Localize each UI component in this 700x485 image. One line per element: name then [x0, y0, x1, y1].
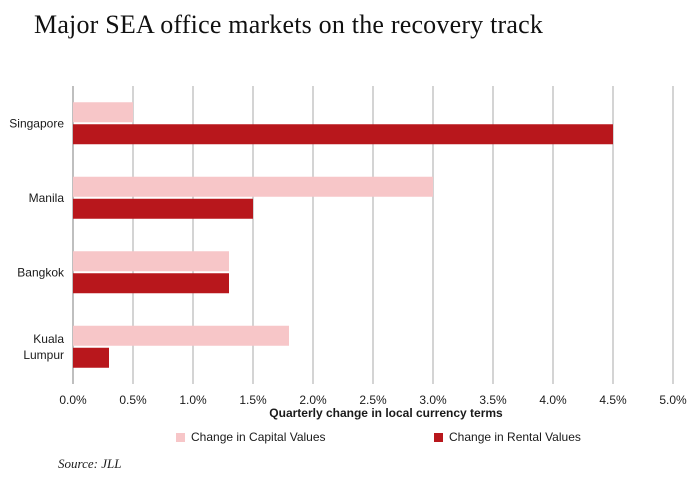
bar-capital [73, 102, 133, 123]
legend-label-capital: Change in Capital Values [191, 430, 326, 444]
x-tick-label: 1.5% [239, 393, 267, 407]
source-note: Source: JLL [58, 456, 122, 471]
x-tick-label: 4.0% [539, 393, 567, 407]
bar-rental [73, 273, 229, 294]
x-tick-label: 2.0% [299, 393, 327, 407]
bar-capital [73, 325, 289, 346]
category-label: Manila [29, 191, 65, 205]
category-label: Bangkok [17, 265, 65, 279]
bar-capital [73, 176, 433, 197]
bar-rental [73, 198, 253, 219]
category-label: Singapore [9, 116, 64, 130]
legend-item-rental: Change in Rental Values [434, 430, 581, 444]
legend-swatch-capital [176, 432, 185, 442]
bar-rental [73, 124, 613, 145]
x-tick-label: 0.5% [119, 393, 147, 407]
legend-label-rental: Change in Rental Values [449, 430, 581, 444]
bar-capital [73, 251, 229, 272]
category-label: Kuala Lumpur [23, 332, 64, 362]
legend: Change in Capital Values Change in Renta… [0, 430, 700, 448]
x-axis-label: Quarterly change in local currency terms [269, 406, 503, 420]
x-tick-label: 3.0% [419, 393, 447, 407]
bar-rental [73, 347, 109, 368]
chart-title: Major SEA office markets on the recovery… [34, 10, 544, 39]
bar-chart: 0.0% 0.5% 1.0% 1.5% 2.0% 2.5% 3.0% 3.5% 4.0% 4.5%… [9, 86, 687, 420]
legend-item-capital: Change in Capital Values [176, 430, 326, 444]
x-tick-label: 0.0% [59, 393, 87, 407]
x-tick-label: 3.5% [479, 393, 507, 407]
legend-swatch-rental [434, 432, 443, 442]
x-tick-label: 4.5% [599, 393, 627, 407]
x-tick-label: 5.0% [659, 393, 687, 407]
x-tick-label: 2.5% [359, 393, 387, 407]
x-tick-label: 1.0% [179, 393, 207, 407]
